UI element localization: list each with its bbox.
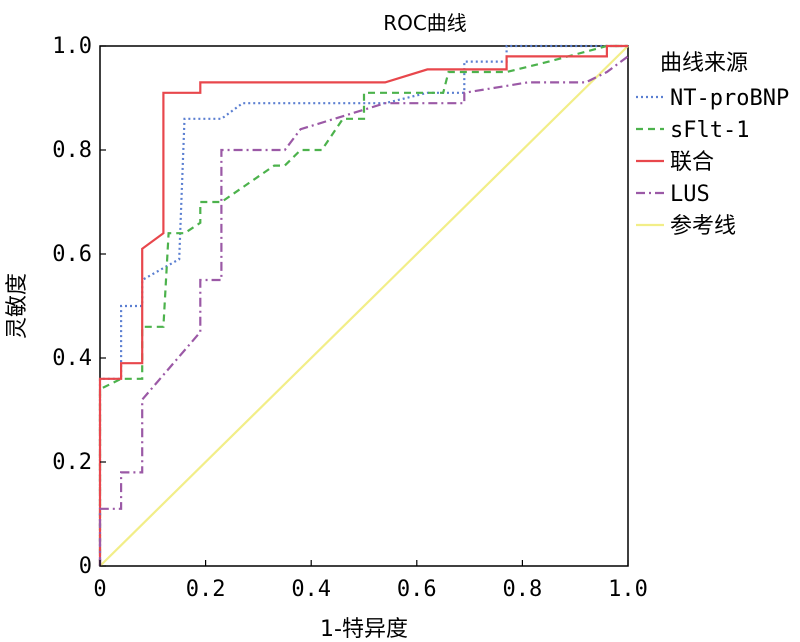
x-axis-ticks: 0 0.2 0.4 0.6 0.8 1.0 [93, 560, 648, 602]
legend-label: NT-proBNP [670, 86, 789, 111]
legend: 曲线来源 NT-proBNP sFlt-1 联合 LUS 参考线 [636, 51, 789, 239]
x-tick-label: 1.0 [608, 577, 648, 602]
legend-title: 曲线来源 [660, 51, 748, 76]
legend-items: NT-proBNP sFlt-1 联合 LUS 参考线 [636, 86, 789, 239]
legend-label: 联合 [670, 150, 714, 175]
x-tick-label: 0.4 [291, 577, 331, 602]
y-tick-label: 0 [79, 554, 92, 579]
y-axis-label: 灵敏度 [5, 273, 30, 339]
plot-series [98, 44, 629, 567]
x-axis-label: 1-特异度 [320, 617, 408, 642]
chart-title: ROC曲线 [383, 11, 467, 35]
series-line [99, 45, 629, 567]
y-tick-label: 1.0 [52, 34, 92, 59]
plot-frame [99, 45, 629, 567]
x-tick-label: 0 [93, 577, 106, 602]
x-tick-label: 0.6 [397, 577, 437, 602]
x-tick-label: 0.2 [186, 577, 226, 602]
y-tick-label: 0.6 [52, 242, 92, 267]
y-tick-label: 0.8 [52, 138, 92, 163]
legend-label: LUS [670, 182, 710, 207]
y-tick-label: 0.4 [52, 346, 92, 371]
series-line [98, 44, 628, 566]
series-line [98, 44, 628, 566]
y-axis-ticks: 0 0.2 0.4 0.6 0.8 1.0 [52, 34, 106, 579]
x-tick-label: 0.8 [503, 577, 543, 602]
y-tick-label: 0.2 [52, 450, 92, 475]
legend-label: sFlt-1 [670, 118, 749, 143]
series-line [98, 55, 629, 566]
legend-label: 参考线 [670, 214, 736, 239]
